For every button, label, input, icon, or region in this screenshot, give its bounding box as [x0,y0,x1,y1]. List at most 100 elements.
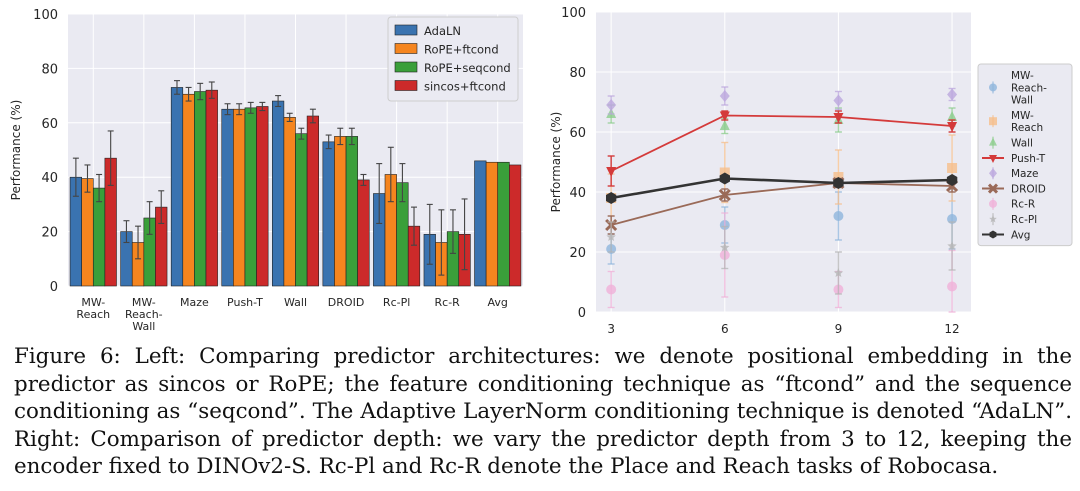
bar [170,87,184,287]
data-point [719,172,730,185]
y-tick-label: 60 [41,117,58,132]
legend-swatch [394,80,418,91]
data-point [989,137,997,146]
legend-label: RoPE+ftcond [424,43,499,57]
x-tick-label: Rc-Pl [383,296,410,309]
y-axis-label: Performance (%) [9,100,23,201]
data-point [989,117,997,126]
data-point [718,188,731,202]
x-tick-label: 3 [607,322,615,336]
x-tick-label: 6 [721,322,729,336]
legend-label: Reach [1011,122,1043,134]
data-point [833,211,844,221]
bar [182,93,195,287]
data-point [947,88,958,101]
bar [497,161,510,287]
x-tick-label: DROID [328,296,365,309]
bar [509,164,522,287]
x-tick-label: Rc-R [435,296,461,309]
legend-swatch [394,24,418,36]
legend [977,63,1073,247]
data-point [947,281,958,292]
bar [221,108,234,287]
data-point [987,183,999,194]
series-line [610,182,953,226]
figure-caption: Figure 6: Left: Comparing predictor arch… [14,344,1072,480]
bar [345,136,358,287]
bar [244,107,257,287]
plot-area [596,12,971,312]
bar [194,91,207,287]
legend-label: Wall [1011,138,1033,150]
legend-label: Push-T [1011,153,1046,165]
x-tick-label: 9 [835,322,843,336]
bar [306,115,320,287]
legend-label: RoPE+seqcond [424,61,511,75]
bar [205,89,218,287]
data-point [719,120,730,130]
x-tick-label: Reach [76,308,110,321]
data-point [606,167,617,177]
bar [233,108,246,287]
y-tick-label: 40 [41,171,58,186]
legend-label: Wall [1011,95,1033,107]
data-point [989,199,997,208]
legend-label: Rc-Pl [1011,214,1037,226]
data-point [606,99,617,111]
data-point [606,192,617,204]
data-point [989,154,997,163]
bar [256,106,269,287]
y-tick-label: 80 [569,66,586,81]
data-point [720,242,730,252]
y-tick-label: 20 [41,226,58,241]
data-point [606,232,616,241]
x-tick-label: MW- [81,296,105,309]
bar [334,136,347,287]
y-tick-label: 60 [569,126,586,141]
legend-label: Avg [1011,229,1030,241]
legend-label: Maze [1011,168,1038,180]
y-tick-label: 0 [578,306,586,321]
x-tick-label: Push-T [227,296,263,309]
bar [295,133,308,287]
data-point [833,177,844,189]
bar [357,179,370,287]
data-point [719,90,730,102]
legend-label: AdaLN [424,24,461,38]
bar [271,100,285,287]
series-line [610,114,953,172]
data-point [947,241,957,250]
data-point [989,215,997,223]
x-tick-label: 12 [944,322,959,336]
y-tick-label: 40 [569,186,586,201]
x-tick-label: Reach- [125,308,163,321]
data-point [719,111,730,122]
legend-swatch [394,61,418,73]
x-tick-label: Wall [284,296,307,309]
data-point [989,168,997,179]
data-point [946,174,958,186]
data-point [947,111,958,121]
legend-swatch [394,43,418,54]
y-tick-label: 0 [50,280,58,295]
bar [322,141,335,287]
data-point [989,83,997,92]
x-tick-label: Wall [132,320,155,333]
data-point [947,122,958,132]
y-tick-label: 100 [561,6,586,21]
data-point [989,230,997,239]
bar [81,178,94,287]
series-line [610,177,953,200]
legend-label: sincos+ftcond [424,80,506,94]
legend [387,16,519,102]
data-point [833,172,844,182]
legend-label: MW- [1011,110,1034,122]
legend-label: MW- [1011,70,1034,82]
bar [283,117,296,287]
x-tick-label: MW- [132,296,156,309]
bar [92,187,106,287]
bar [474,160,487,287]
x-tick-label: Maze [180,296,209,309]
